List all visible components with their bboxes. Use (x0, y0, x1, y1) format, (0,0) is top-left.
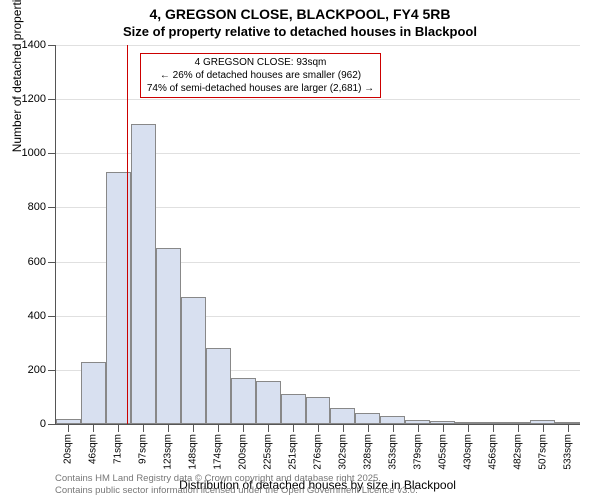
histogram-bar (380, 416, 405, 424)
histogram-bar (281, 394, 306, 424)
x-tick (243, 424, 244, 432)
y-tick-label: 800 (28, 201, 46, 213)
x-tick-label: 46sqm (88, 434, 99, 464)
x-tick-label: 302sqm (337, 434, 348, 470)
x-tick-label: 200sqm (238, 434, 249, 470)
y-tick-label: 1000 (22, 147, 46, 159)
chart-title: 4, GREGSON CLOSE, BLACKPOOL, FY4 5RB (0, 0, 600, 22)
x-tick-label: 148sqm (188, 434, 199, 470)
x-tick (343, 424, 344, 432)
x-tick-label: 456sqm (487, 434, 498, 470)
y-tick (48, 207, 56, 208)
x-tick-label: 482sqm (512, 434, 523, 470)
histogram-bar (181, 297, 206, 424)
y-tick-label: 0 (40, 418, 46, 430)
y-tick-label: 200 (28, 364, 46, 376)
x-tick (68, 424, 69, 432)
histogram-bar (330, 408, 355, 424)
y-tick (48, 153, 56, 154)
x-tick-label: 379sqm (412, 434, 423, 470)
x-tick (443, 424, 444, 432)
x-tick-label: 353sqm (387, 434, 398, 470)
marker-line (127, 45, 128, 424)
x-tick-label: 430sqm (462, 434, 473, 470)
x-tick-label: 276sqm (313, 434, 324, 470)
y-tick (48, 424, 56, 425)
x-tick-label: 123sqm (163, 434, 174, 470)
x-tick (143, 424, 144, 432)
x-tick (368, 424, 369, 432)
x-tick (493, 424, 494, 432)
x-tick (168, 424, 169, 432)
annotation-line: ← 26% of detached houses are smaller (96… (147, 69, 374, 82)
x-tick-label: 328sqm (362, 434, 373, 470)
x-tick-label: 507sqm (537, 434, 548, 470)
histogram-bar (306, 397, 331, 424)
chart-area: 020040060080010001200140020sqm46sqm71sqm… (55, 45, 580, 425)
gridline (56, 99, 580, 100)
annotation-box: 4 GREGSON CLOSE: 93sqm← 26% of detached … (140, 53, 381, 98)
x-tick-label: 174sqm (213, 434, 224, 470)
histogram-bar (81, 362, 106, 424)
footer-attribution: Contains HM Land Registry data © Crown c… (55, 473, 418, 496)
x-tick-label: 251sqm (288, 434, 299, 470)
x-tick-label: 405sqm (437, 434, 448, 470)
y-tick-label: 600 (28, 256, 46, 268)
y-axis-title: Number of detached properties (10, 0, 24, 152)
y-tick (48, 45, 56, 46)
footer-line-2: Contains public sector information licen… (55, 485, 418, 496)
x-tick (543, 424, 544, 432)
x-tick-label: 97sqm (138, 434, 149, 464)
annotation-line: 74% of semi-detached houses are larger (… (147, 82, 374, 95)
histogram-bar (256, 381, 281, 424)
x-tick (218, 424, 219, 432)
x-tick (468, 424, 469, 432)
x-tick-label: 71sqm (113, 434, 124, 464)
gridline (56, 45, 580, 46)
x-tick-label: 533sqm (562, 434, 573, 470)
x-tick (118, 424, 119, 432)
x-tick (193, 424, 194, 432)
x-tick (418, 424, 419, 432)
x-tick-label: 20sqm (63, 434, 74, 464)
x-tick (293, 424, 294, 432)
y-tick-label: 400 (28, 310, 46, 322)
y-tick (48, 99, 56, 100)
histogram-bar (206, 348, 231, 424)
x-tick (318, 424, 319, 432)
histogram-bar (231, 378, 256, 424)
x-tick (393, 424, 394, 432)
plot-region: 020040060080010001200140020sqm46sqm71sqm… (55, 45, 580, 425)
y-tick-label: 1400 (22, 39, 46, 51)
y-tick-label: 1200 (22, 93, 46, 105)
x-tick (568, 424, 569, 432)
chart-subtitle: Size of property relative to detached ho… (0, 22, 600, 39)
y-tick (48, 316, 56, 317)
annotation-line: 4 GREGSON CLOSE: 93sqm (147, 56, 374, 69)
x-tick (93, 424, 94, 432)
x-tick (518, 424, 519, 432)
histogram-bar (131, 124, 156, 424)
y-tick (48, 370, 56, 371)
y-tick (48, 262, 56, 263)
histogram-bar (156, 248, 181, 424)
x-tick-label: 225sqm (263, 434, 274, 470)
x-tick (268, 424, 269, 432)
histogram-bar (355, 413, 380, 424)
footer-line-1: Contains HM Land Registry data © Crown c… (55, 473, 418, 484)
